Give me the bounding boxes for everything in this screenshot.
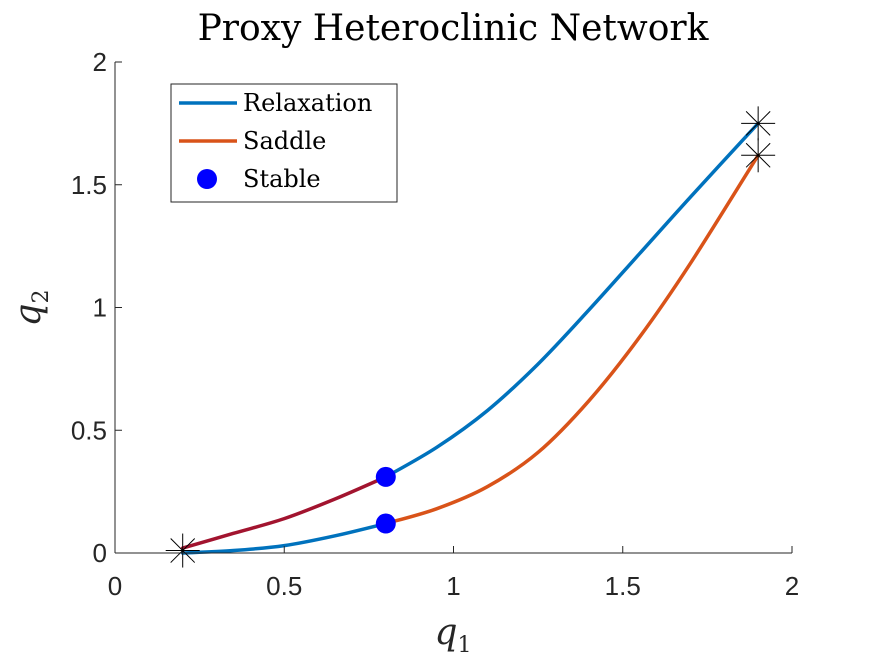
stable-point-1 [375,513,396,534]
series-line-1-0 [384,153,760,526]
x-tick-label: 2 [785,571,799,601]
series-line-0-1 [180,521,388,555]
marker-layer [165,106,776,568]
legend-label: Stable [243,165,321,193]
x-axis-label-main: q [434,612,457,653]
x-tick-label: 1 [446,571,460,601]
x-tick-label: 0.5 [266,571,302,601]
star-marker-2 [741,138,776,173]
legend-entry-1: Saddle [179,127,326,155]
x-axis-label-sub: 1 [458,633,472,656]
x-tick-label: 0 [108,571,122,601]
legend-label: Relaxation [243,89,372,117]
x-axis: 0 0.5 1 1.5 2 [108,546,799,601]
y-axis-label-sub: 2 [29,289,54,303]
y-tick-label: 0.5 [71,415,107,445]
legend-entry-2: Stable [197,165,321,193]
series-line-2-0 [180,475,388,550]
y-tick-label: 2 [93,47,107,77]
y-axis: 0 0.5 1 1.5 2 [71,47,122,568]
star-marker-0 [165,533,200,568]
x-tick-label: 1.5 [605,571,641,601]
series-layer [180,121,760,555]
stable-point-0 [375,466,396,487]
chart-title: Proxy Heteroclinic Network [198,8,710,49]
y-tick-label: 0 [93,538,107,568]
y-axis-label: q2 [8,289,54,326]
y-axis-label-main: q [8,303,49,326]
series-line-0-0 [384,121,760,479]
x-axis-label: q1 [434,612,471,656]
legend-entry-0: Relaxation [179,89,372,117]
y-tick-label: 1.5 [71,170,107,200]
legend: Relaxation Saddle Stable [170,83,398,203]
star-marker-1 [741,106,776,141]
legend-label: Saddle [243,127,326,155]
legend-swatch [197,169,217,189]
y-tick-label: 1 [93,293,107,323]
